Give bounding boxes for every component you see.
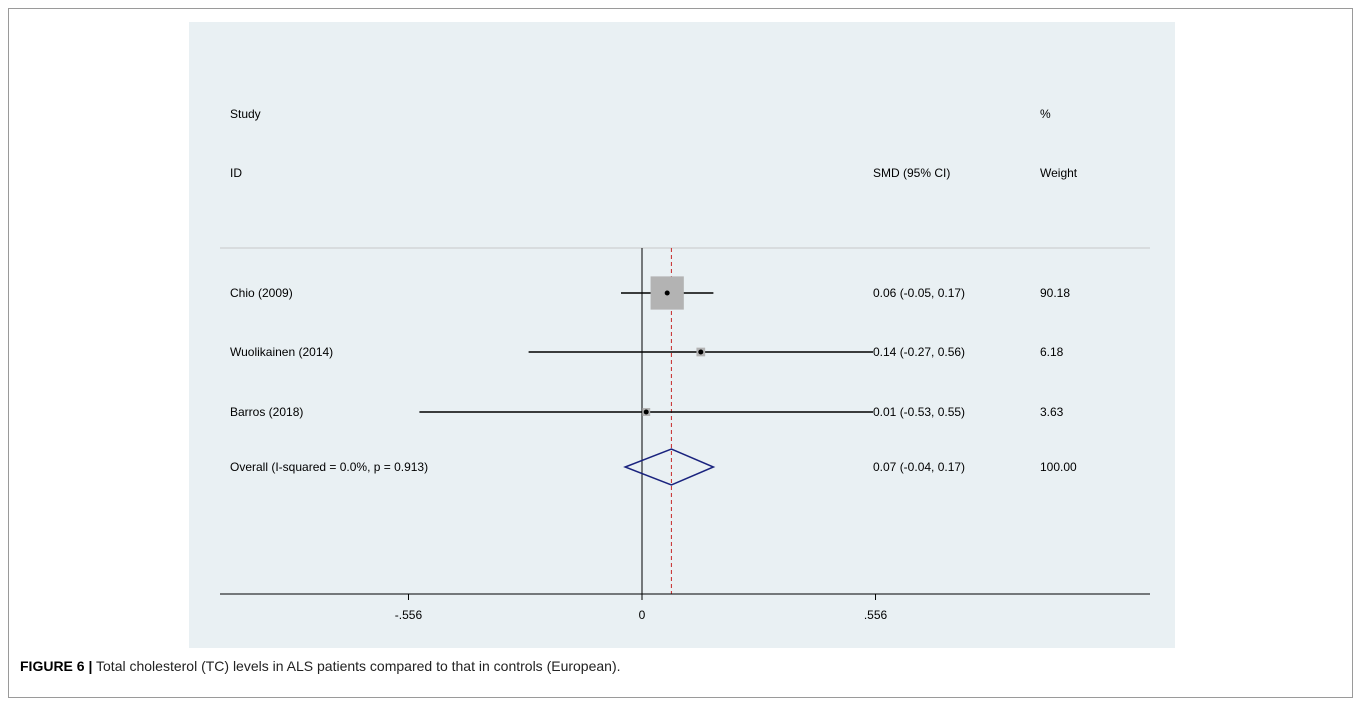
x-ticks: -.556 0 .556: [395, 594, 888, 622]
smd-ci-value: 0.01 (-0.53, 0.55): [873, 405, 965, 419]
study-rows: Chio (2009) 0.06 (-0.05, 0.17) 90.18 Wuolik…: [230, 276, 1077, 486]
overall-diamond: [623, 448, 716, 486]
plot-background: [189, 22, 1175, 648]
overall-label: Overall (I-squared = 0.0%, p = 0.913): [230, 460, 428, 474]
figure-label: FIGURE 6 |: [20, 658, 93, 674]
study-name: Chio (2009): [230, 286, 293, 300]
study-name: Barros (2018): [230, 405, 303, 419]
figure-caption: FIGURE 6 | Total cholesterol (TC) levels…: [20, 658, 1340, 674]
weight-value: 3.63: [1040, 405, 1064, 419]
overall-weight: 100.00: [1040, 460, 1077, 474]
x-tick-label: .556: [864, 608, 888, 622]
header-weight: Weight: [1040, 166, 1078, 180]
x-tick-label: -.556: [395, 608, 423, 622]
figure-caption-text: Total cholesterol (TC) levels in ALS pat…: [96, 658, 621, 674]
header-percent: %: [1040, 107, 1051, 121]
point-estimate: [698, 349, 704, 355]
weight-value: 90.18: [1040, 286, 1070, 300]
point-estimate: [643, 409, 649, 415]
smd-ci-value: 0.06 (-0.05, 0.17): [873, 286, 965, 300]
study-name: Wuolikainen (2014): [230, 345, 333, 359]
figure-frame: [8, 8, 1353, 698]
point-estimate: [664, 290, 670, 296]
smd-ci-value: 0.14 (-0.27, 0.56): [873, 345, 965, 359]
overall-smd-ci: 0.07 (-0.04, 0.17): [873, 460, 965, 474]
header-study: Study: [230, 107, 261, 121]
weight-value: 6.18: [1040, 345, 1064, 359]
x-tick-label: 0: [639, 608, 646, 622]
header-smd: SMD (95% CI): [873, 166, 950, 180]
header-id: ID: [230, 166, 242, 180]
